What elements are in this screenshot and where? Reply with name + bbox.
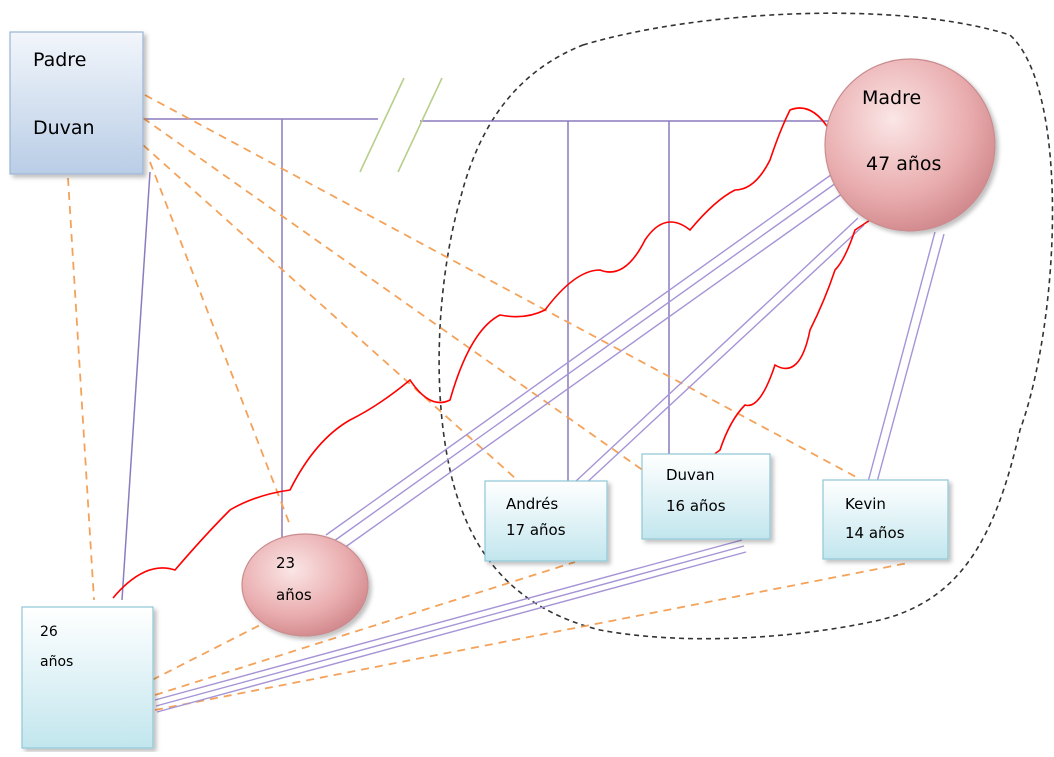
node-andres-line2: 17 años (506, 521, 566, 539)
node-hijo-26: 26 años (21, 606, 154, 749)
close-relationship-lines (154, 171, 945, 713)
node-madre-line2: 47 años (866, 153, 941, 175)
distant-relationship-lines (67, 94, 909, 711)
node-duvan-hijo-line1: Duvan (666, 466, 715, 484)
household-boundary (438, 12, 1054, 640)
node-kevin: Kevin 14 años (822, 479, 949, 560)
node-hija-23-line2: años (276, 586, 312, 604)
node-madre-line1: Madre (862, 87, 921, 109)
node-duvan-hijo-line2: 16 años (666, 497, 726, 515)
node-padre-line2: Duvan (33, 117, 95, 139)
node-andres-line1: Andrés (506, 495, 558, 513)
node-hija-23: 23 años (241, 533, 369, 637)
node-hijo-26-line2: años (40, 654, 73, 670)
node-madre: Madre 47 años (824, 58, 996, 232)
node-andres: Andrés 17 años (484, 480, 608, 562)
node-duvan-hijo: Duvan 16 años (641, 453, 771, 540)
node-padre: Padre Duvan (9, 31, 144, 175)
family-lines (121, 118, 831, 601)
node-padre-line1: Padre (33, 49, 86, 71)
node-hijo-26-line1: 26 (40, 624, 58, 640)
node-hija-23-line1: 23 (276, 554, 295, 572)
node-kevin-line2: 14 años (845, 524, 905, 542)
node-kevin-line1: Kevin (845, 495, 886, 513)
separation-mark (359, 77, 443, 173)
